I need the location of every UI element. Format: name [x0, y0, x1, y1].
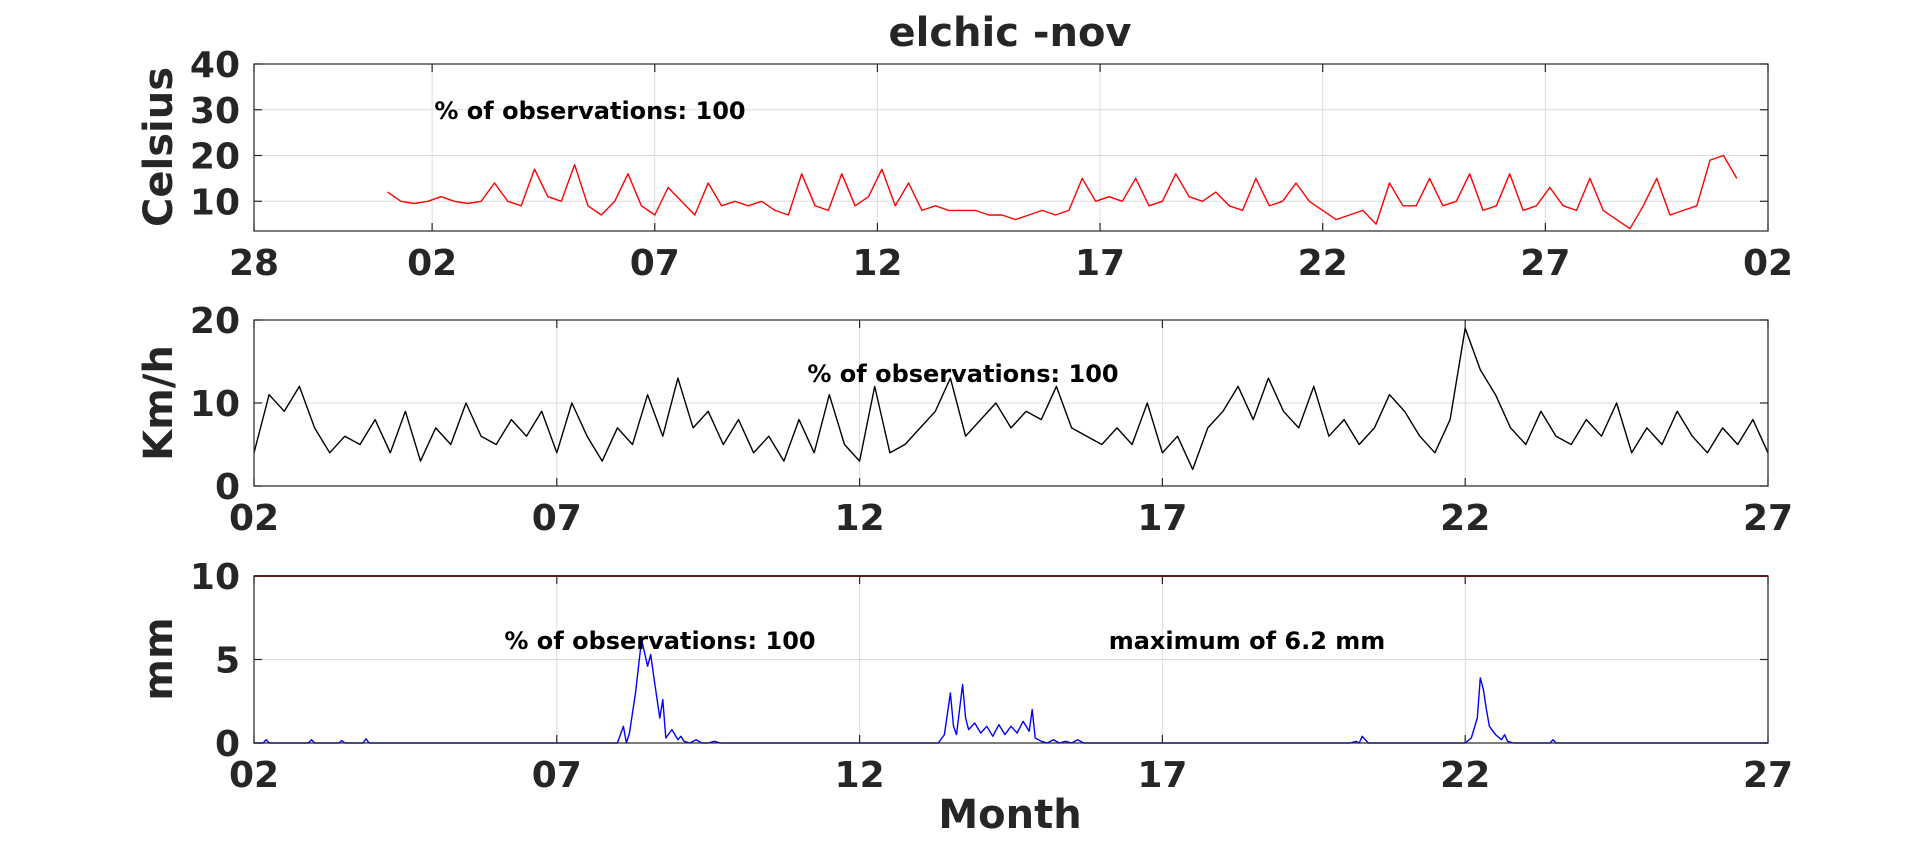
x-tick-label: 22 — [1440, 755, 1490, 796]
wind-panel: 02 07 12 17 22 27 0 10 20 % of observations: 100 K… — [136, 301, 1793, 539]
y-tick-label: 10 — [190, 384, 240, 425]
x-tick-label: 02 — [229, 498, 279, 539]
axes-frame — [253, 575, 1769, 744]
x-tick-label: 27 — [1520, 243, 1570, 284]
y-tick-label: 30 — [190, 91, 240, 132]
x-tick-label: 12 — [852, 243, 902, 284]
x-tick-label: 07 — [532, 755, 582, 796]
series-line — [253, 327, 1769, 471]
x-tick-label: 27 — [1743, 498, 1793, 539]
observations-annotation: % of observations: 100 — [504, 627, 815, 655]
observations-annotation: % of observations: 100 — [434, 97, 745, 125]
plot-area — [254, 64, 1768, 231]
x-tick-label: 27 — [1743, 755, 1793, 796]
x-tick-label: 17 — [1137, 498, 1187, 539]
y-axis-label: Km/h — [136, 345, 182, 461]
chart-title: elchic -nov — [888, 10, 1131, 56]
y-tick-label: 5 — [215, 641, 240, 682]
axes-frame — [253, 319, 1769, 487]
axes-frame — [253, 63, 1769, 232]
x-tick-label: 28 — [229, 243, 279, 284]
x-tick-label: 02 — [407, 243, 457, 284]
y-tick-label: 0 — [215, 724, 240, 765]
x-tick-label: 02 — [229, 755, 279, 796]
series-line — [387, 154, 1738, 230]
x-tick-label: 22 — [1298, 243, 1348, 284]
x-tick-label: 07 — [532, 498, 582, 539]
y-tick-label: 40 — [190, 45, 240, 86]
x-tick-label: 12 — [835, 755, 885, 796]
y-tick-label: 0 — [215, 467, 240, 508]
y-axis-label: mm — [136, 617, 182, 700]
y-tick-label: 10 — [190, 557, 240, 598]
y-tick-label: 10 — [190, 182, 240, 223]
precipitation-panel: 02 07 12 17 22 27 0 5 10 % of observations: 100 ma… — [136, 557, 1793, 796]
x-tick-label: 17 — [1137, 755, 1187, 796]
x-tick-label: 17 — [1075, 243, 1125, 284]
x-tick-label: 12 — [835, 498, 885, 539]
maximum-annotation: maximum of 6.2 mm — [1109, 627, 1386, 655]
x-tick-label: 22 — [1440, 498, 1490, 539]
observations-annotation: % of observations: 100 — [807, 360, 1118, 388]
y-tick-label: 20 — [190, 137, 240, 178]
y-tick-label: 20 — [190, 301, 240, 342]
x-axis-label: Month — [938, 792, 1081, 838]
x-tick-label: 07 — [630, 243, 680, 284]
y-axis-label: Celsius — [136, 67, 182, 227]
x-tick-label: 02 — [1743, 243, 1793, 284]
